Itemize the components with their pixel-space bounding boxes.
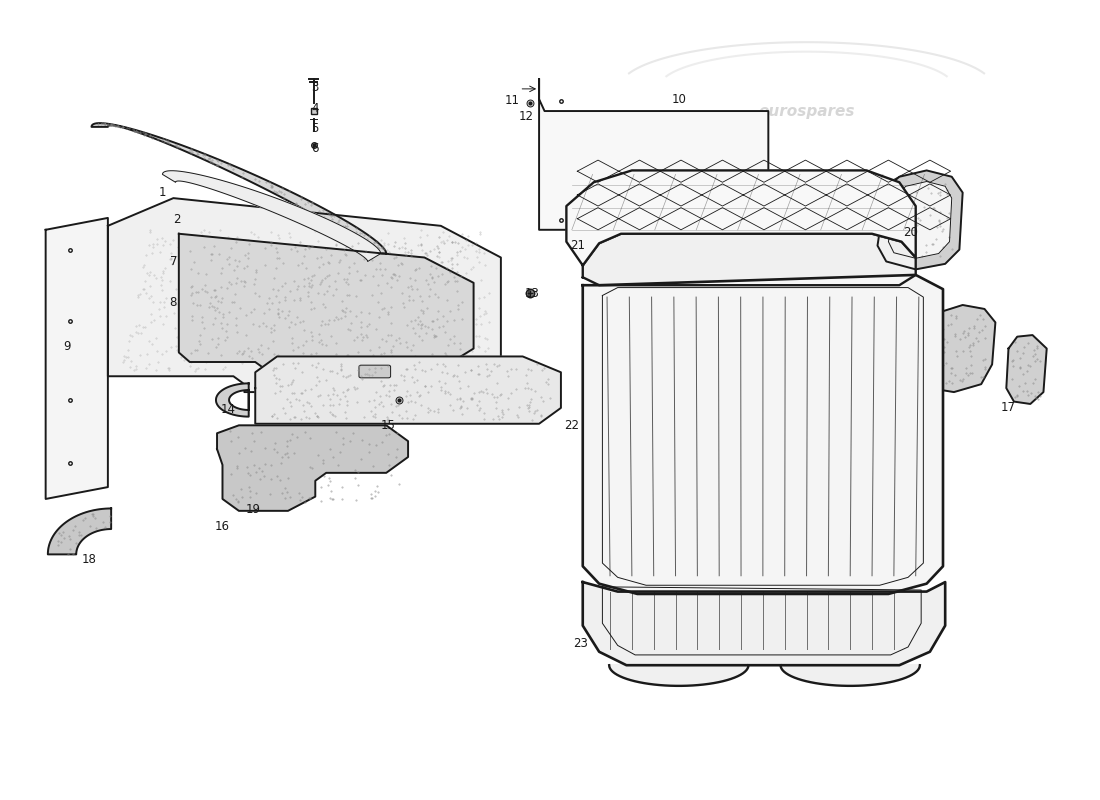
Polygon shape [179,234,474,376]
Text: 23: 23 [573,638,588,650]
Text: 10: 10 [671,93,686,106]
Text: 13: 13 [525,287,540,301]
Polygon shape [217,426,408,511]
Polygon shape [1006,335,1047,404]
Text: 9: 9 [64,340,72,353]
Polygon shape [889,182,952,258]
Text: 5: 5 [311,122,319,135]
Polygon shape [255,357,561,424]
Text: 19: 19 [245,502,261,516]
Text: 6: 6 [311,142,319,154]
FancyBboxPatch shape [359,365,390,378]
Polygon shape [45,218,108,499]
Text: 14: 14 [220,403,235,416]
Text: 2: 2 [173,213,180,226]
Text: 4: 4 [311,102,319,115]
Polygon shape [91,123,386,254]
Polygon shape [47,509,111,554]
Text: 18: 18 [81,554,97,566]
Text: 17: 17 [1001,402,1016,414]
Polygon shape [539,79,768,230]
Text: 3: 3 [311,81,319,94]
Text: eurospares: eurospares [213,354,406,383]
Polygon shape [609,666,748,686]
Text: 11: 11 [504,94,519,107]
Polygon shape [108,198,500,392]
Text: 16: 16 [214,520,230,533]
Polygon shape [583,275,943,594]
Polygon shape [566,170,915,266]
Polygon shape [583,234,915,286]
Polygon shape [583,582,945,666]
Text: 22: 22 [564,419,580,432]
Text: 15: 15 [381,419,396,432]
Polygon shape [781,666,920,686]
Text: eurospares: eurospares [584,433,778,462]
Text: 21: 21 [570,239,585,252]
Text: 20: 20 [903,226,917,238]
Text: 7: 7 [169,255,177,268]
Text: 8: 8 [169,296,177,309]
Text: eurospares: eurospares [758,103,855,118]
Polygon shape [921,305,996,392]
Polygon shape [878,170,962,270]
Text: 1: 1 [158,186,166,199]
Polygon shape [216,383,249,417]
Polygon shape [163,170,381,262]
Text: 12: 12 [518,110,534,123]
